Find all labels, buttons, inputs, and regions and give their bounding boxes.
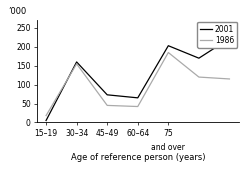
Text: Age of reference person (years): Age of reference person (years) [71, 153, 205, 162]
Text: and over: and over [151, 143, 185, 152]
Text: ’000: ’000 [9, 7, 27, 16]
Legend: 2001, 1986: 2001, 1986 [197, 22, 237, 48]
